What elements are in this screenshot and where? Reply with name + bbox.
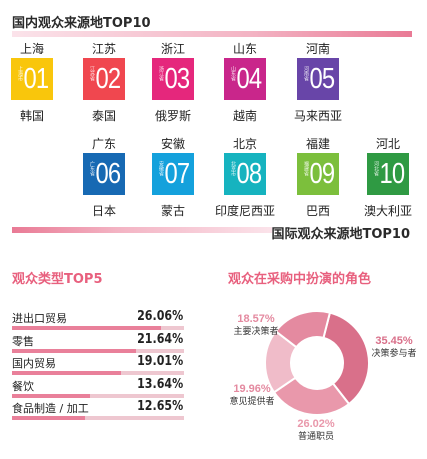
rank-tile-tag: 广东省 xyxy=(89,161,95,176)
rank-tile-tag: 北京市 xyxy=(230,161,236,176)
rank-tile: 河南省 05 xyxy=(297,58,339,100)
rank-tile-tag: 河南省 xyxy=(303,66,309,81)
rank-tile: 福建省 09 xyxy=(297,153,339,195)
province-label: 江苏 xyxy=(91,42,116,56)
donut-percent-label: 19.96% xyxy=(233,383,271,395)
bar-category-label: 食品制造 / 加工 xyxy=(12,402,89,415)
rank-tile: 山东省 04 xyxy=(224,58,266,100)
bar-category-label: 进出口贸易 xyxy=(12,312,67,325)
province-label: 河南 xyxy=(305,42,330,56)
rank-tile: 江苏省 02 xyxy=(83,58,125,100)
province-label: 山东 xyxy=(232,42,257,56)
bar-value-label: 12.65% xyxy=(136,399,183,414)
donut-percent-label: 35.45% xyxy=(375,335,413,347)
country-label: 蒙古 xyxy=(160,204,185,218)
rank-tile-tag: 福建省 xyxy=(303,161,309,176)
bar-value-label: 26.06% xyxy=(136,309,183,324)
province-label: 上海 xyxy=(19,42,44,56)
rank-number: 08 xyxy=(236,158,262,190)
audience-type-title: 观众类型TOP5 xyxy=(12,272,103,287)
donut-category-label: 主要决策者 xyxy=(233,325,278,337)
country-label: 日本 xyxy=(91,204,116,218)
rank-tile: 浙江省 03 xyxy=(152,58,194,100)
international-title: 国际观众来源地TOP10 xyxy=(271,227,410,242)
province-label: 安徽 xyxy=(160,137,185,151)
country-label: 澳大利亚 xyxy=(363,204,412,218)
country-label: 马来西亚 xyxy=(293,109,342,123)
rank-number: 01 xyxy=(23,63,49,95)
rank-tile-tag: 江苏省 xyxy=(89,66,95,81)
bar xyxy=(12,416,85,420)
bar xyxy=(12,326,161,330)
bar-category-label: 国内贸易 xyxy=(12,357,56,370)
donut-category-label: 意见提供者 xyxy=(229,395,274,407)
bar-track xyxy=(12,416,184,420)
bar xyxy=(12,348,136,353)
donut-category-label: 普通职员 xyxy=(298,430,334,442)
domestic-title: 国内观众来源地TOP10 xyxy=(12,16,151,31)
country-label: 巴西 xyxy=(305,204,330,218)
rank-number: 06 xyxy=(95,158,121,190)
bar xyxy=(12,393,90,398)
rank-number: 02 xyxy=(95,63,121,95)
province-label: 河北 xyxy=(375,137,400,151)
bar-track xyxy=(12,393,184,398)
country-label: 俄罗斯 xyxy=(154,109,191,123)
donut-percent-label: 26.02% xyxy=(297,418,335,430)
province-label: 广东 xyxy=(91,137,116,151)
rank-tile: 安徽省 07 xyxy=(152,153,194,195)
donut-category-label: 决策参与者 xyxy=(371,347,416,359)
rank-tile: 上海市 01 xyxy=(11,58,53,100)
international-title-bar xyxy=(12,227,272,233)
rank-number: 03 xyxy=(164,63,190,95)
rank-tile-tag: 浙江省 xyxy=(158,66,164,81)
rank-number: 05 xyxy=(309,63,335,95)
rank-tile-tag: 上海市 xyxy=(17,66,23,81)
province-label: 福建 xyxy=(305,137,330,151)
bar-category-label: 零售 xyxy=(12,334,34,348)
rank-tile-tag: 河北省 xyxy=(373,161,379,176)
country-label: 越南 xyxy=(232,109,257,123)
rank-number: 10 xyxy=(379,158,405,190)
bar-value-label: 13.64% xyxy=(136,376,183,392)
rank-tile: 广东省 06 xyxy=(83,153,125,195)
bar xyxy=(12,371,121,375)
rank-tile-tag: 安徽省 xyxy=(158,161,164,176)
rank-number: 09 xyxy=(309,158,335,190)
province-label: 浙江 xyxy=(160,42,185,56)
role-title: 观众在采购中扮演的角色 xyxy=(228,272,372,287)
donut-percent-label: 18.57% xyxy=(237,313,275,325)
bar-value-label: 21.64% xyxy=(136,331,183,347)
bar-category-label: 餐饮 xyxy=(12,379,34,393)
source-grid: 上海上海市 01 韩国 江苏江苏省 02 泰国 浙江浙江省 03 俄罗斯 山东山东省 04 越南 河南河… xyxy=(11,42,412,218)
country-label: 印度尼西亚 xyxy=(214,204,275,218)
rank-number: 04 xyxy=(236,63,262,95)
province-label: 北京 xyxy=(232,137,257,151)
country-label: 泰国 xyxy=(91,109,116,123)
rank-tile: 河北省 10 xyxy=(367,153,409,195)
rank-tile-tag: 山东省 xyxy=(230,66,236,81)
rank-number: 07 xyxy=(164,158,190,190)
donut-slice xyxy=(274,310,332,349)
domestic-title-bar xyxy=(12,31,412,37)
donut-slice xyxy=(322,311,370,406)
rank-tile: 北京市 08 xyxy=(224,153,266,195)
bar-value-label: 19.01% xyxy=(136,354,183,369)
country-label: 韩国 xyxy=(19,109,44,123)
